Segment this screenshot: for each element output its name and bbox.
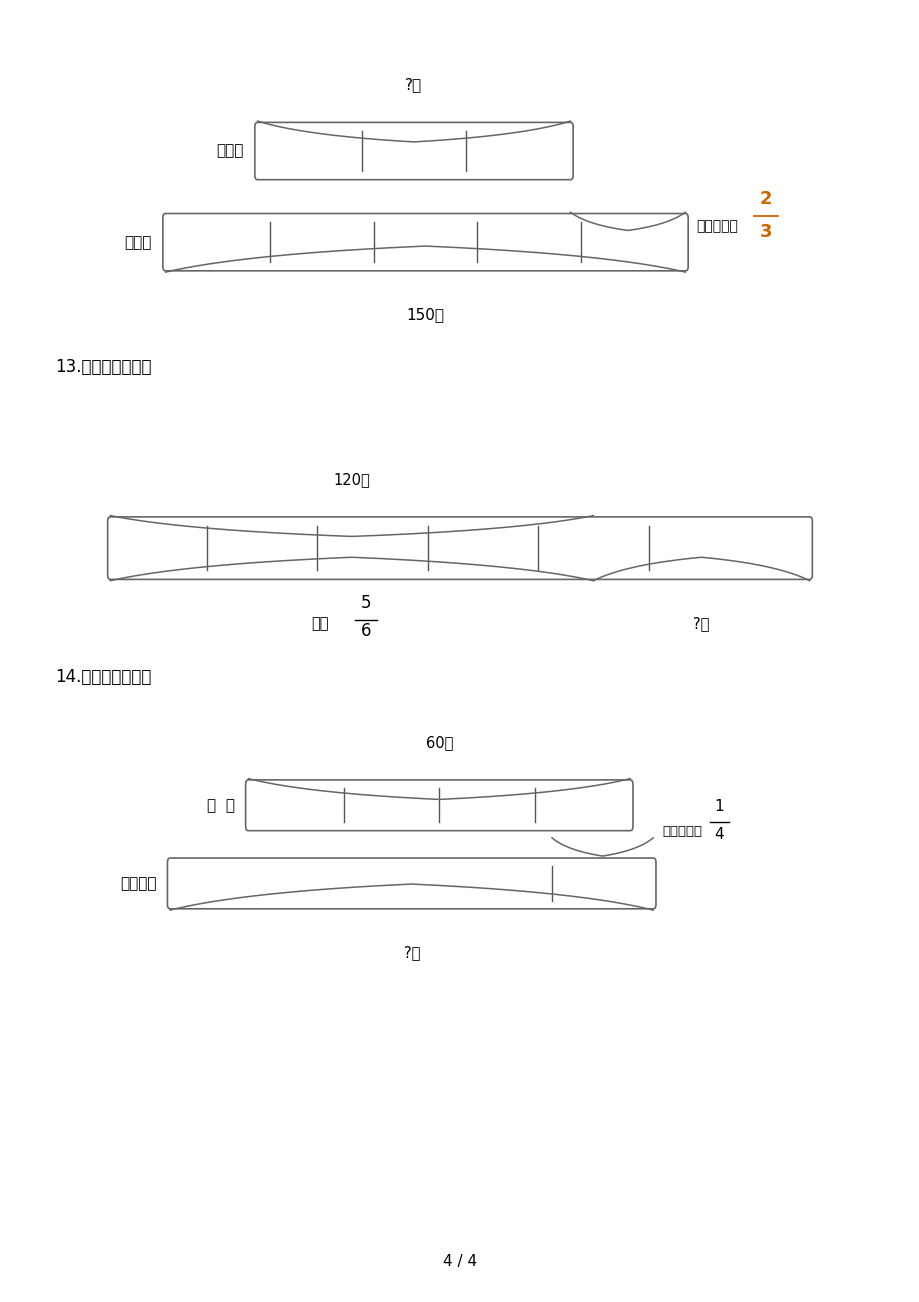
Text: 60吨: 60吨 (425, 734, 452, 750)
Text: 用去: 用去 (311, 616, 329, 631)
Text: 比八月份多: 比八月份多 (662, 825, 701, 837)
Text: 5: 5 (360, 594, 370, 612)
Text: 3: 3 (759, 223, 772, 241)
Text: 4: 4 (714, 828, 723, 842)
Text: ?盒: ?盒 (405, 77, 422, 92)
Text: 150盒: 150盒 (406, 307, 444, 323)
Text: 九月份：: 九月份： (119, 876, 156, 891)
Text: 4 / 4: 4 / 4 (442, 1254, 477, 1269)
Text: 13.看图列式计算。: 13.看图列式计算。 (55, 358, 152, 376)
Text: 比红粉笔多: 比红粉笔多 (696, 220, 738, 233)
Text: 白粉笔: 白粉笔 (124, 234, 152, 250)
Text: 八  月: 八 月 (207, 798, 234, 812)
Text: 120吨: 120吨 (334, 471, 369, 487)
Text: 6: 6 (360, 622, 370, 641)
Text: 1: 1 (714, 799, 723, 815)
Text: 14.看图列式计算。: 14.看图列式计算。 (55, 668, 152, 686)
Text: ?吨: ?吨 (403, 945, 419, 961)
Text: 2: 2 (759, 190, 772, 208)
Text: 红粉笔: 红粉笔 (216, 143, 244, 159)
Text: ?吨: ?吨 (693, 616, 709, 631)
